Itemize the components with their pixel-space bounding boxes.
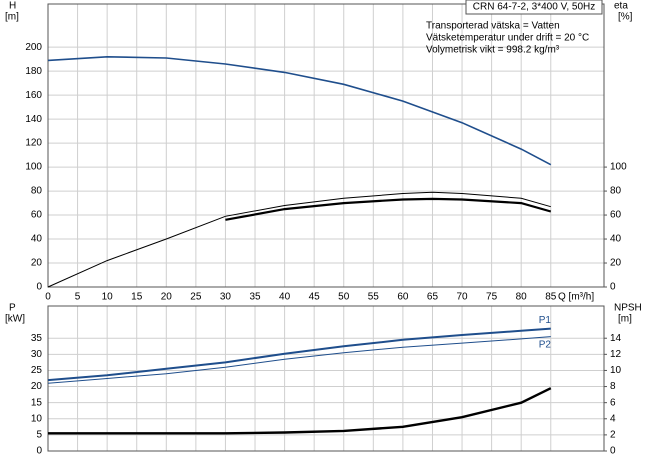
y-tick-label: 60: [31, 210, 43, 221]
y2-tick-label: 14: [610, 333, 622, 344]
annotation: Transporterad vätska = Vatten: [426, 21, 560, 32]
series-line: [47, 55, 552, 166]
y-tick-label: 100: [25, 162, 42, 173]
x-tick-label: 65: [427, 292, 439, 303]
y-tick-label: 25: [31, 365, 43, 376]
series-label: P1: [539, 315, 552, 326]
x-tick-label: 25: [190, 292, 202, 303]
annotation: Volymetrisk vikt = 998.2 kg/m³: [426, 45, 560, 56]
y2-tick-label: 60: [610, 210, 622, 221]
x-tick-label: 75: [486, 292, 498, 303]
y2-tick-label: 10: [610, 365, 622, 376]
y-tick-label: 15: [31, 397, 43, 408]
y-tick-label: 140: [25, 114, 42, 125]
y2-tick-label: 2: [610, 430, 616, 441]
x-tick-label: 40: [279, 292, 291, 303]
y2-tick-label: 12: [610, 349, 622, 360]
annotation: Vätsketemperatur under drift = 20 °C: [426, 33, 589, 44]
series-line: [47, 336, 551, 384]
y-tick-label: 5: [36, 430, 42, 441]
x-tick-label: 70: [456, 292, 468, 303]
x-tick-label: 60: [397, 292, 409, 303]
y-axis-label: H: [9, 1, 16, 12]
y-tick-label: 180: [25, 66, 42, 77]
y2-tick-label: 4: [610, 413, 616, 424]
y-tick-label: 0: [36, 446, 42, 457]
x-tick-label: 15: [131, 292, 143, 303]
x-tick-label: 35: [249, 292, 261, 303]
y2-tick-label: 100: [610, 162, 627, 173]
x-tick-label: 10: [102, 292, 114, 303]
y2-tick-label: 40: [610, 234, 622, 245]
y-tick-label: 160: [25, 90, 42, 101]
y-tick-label: 30: [31, 349, 43, 360]
y-tick-label: 120: [25, 138, 42, 149]
x-tick-label: 80: [516, 292, 528, 303]
series-label: P2: [539, 339, 552, 350]
plot-frame: [47, 3, 605, 288]
y-axis-label: P: [9, 303, 16, 314]
x-tick-label: 50: [338, 292, 350, 303]
x-tick-label: 0: [45, 292, 51, 303]
x-tick-label: 20: [161, 292, 173, 303]
series-line: [47, 191, 551, 288]
x-tick-label: 55: [368, 292, 380, 303]
y-tick-label: 80: [31, 186, 43, 197]
y2-tick-label: 0: [610, 446, 616, 457]
y-tick-label: 20: [31, 381, 43, 392]
y-tick-label: 35: [31, 333, 43, 344]
y-tick-label: 200: [25, 42, 42, 53]
y2-axis-label: eta: [614, 1, 628, 12]
series-line: [225, 197, 552, 221]
series-line: [47, 327, 551, 382]
y-axis-unit: [kW]: [5, 314, 25, 325]
y-tick-label: 40: [31, 234, 43, 245]
plot-frame: [47, 305, 605, 452]
y2-tick-label: 80: [610, 186, 622, 197]
y2-axis-unit: [%]: [618, 12, 633, 23]
y2-axis-unit: [m]: [618, 314, 632, 325]
y2-tick-label: 8: [610, 381, 616, 392]
y2-tick-label: 6: [610, 397, 616, 408]
y-tick-label: 10: [31, 413, 43, 424]
y-tick-label: 20: [31, 258, 43, 269]
chart-title: CRN 64-7-2, 3*400 V, 50Hz: [473, 2, 595, 13]
y-tick-label: 0: [36, 282, 42, 293]
series-line: [48, 387, 552, 435]
x-axis-label: Q [m³/h]: [558, 292, 594, 303]
x-tick-label: 30: [220, 292, 232, 303]
y-axis-unit: [m]: [5, 12, 19, 23]
x-tick-label: 45: [309, 292, 321, 303]
x-tick-label: 5: [75, 292, 81, 303]
x-tick-label: 85: [545, 292, 557, 303]
title-box: [465, 0, 603, 15]
y2-axis-label: NPSH: [614, 303, 642, 314]
y2-tick-label: 20: [610, 258, 622, 269]
y2-tick-label: 0: [610, 282, 616, 293]
